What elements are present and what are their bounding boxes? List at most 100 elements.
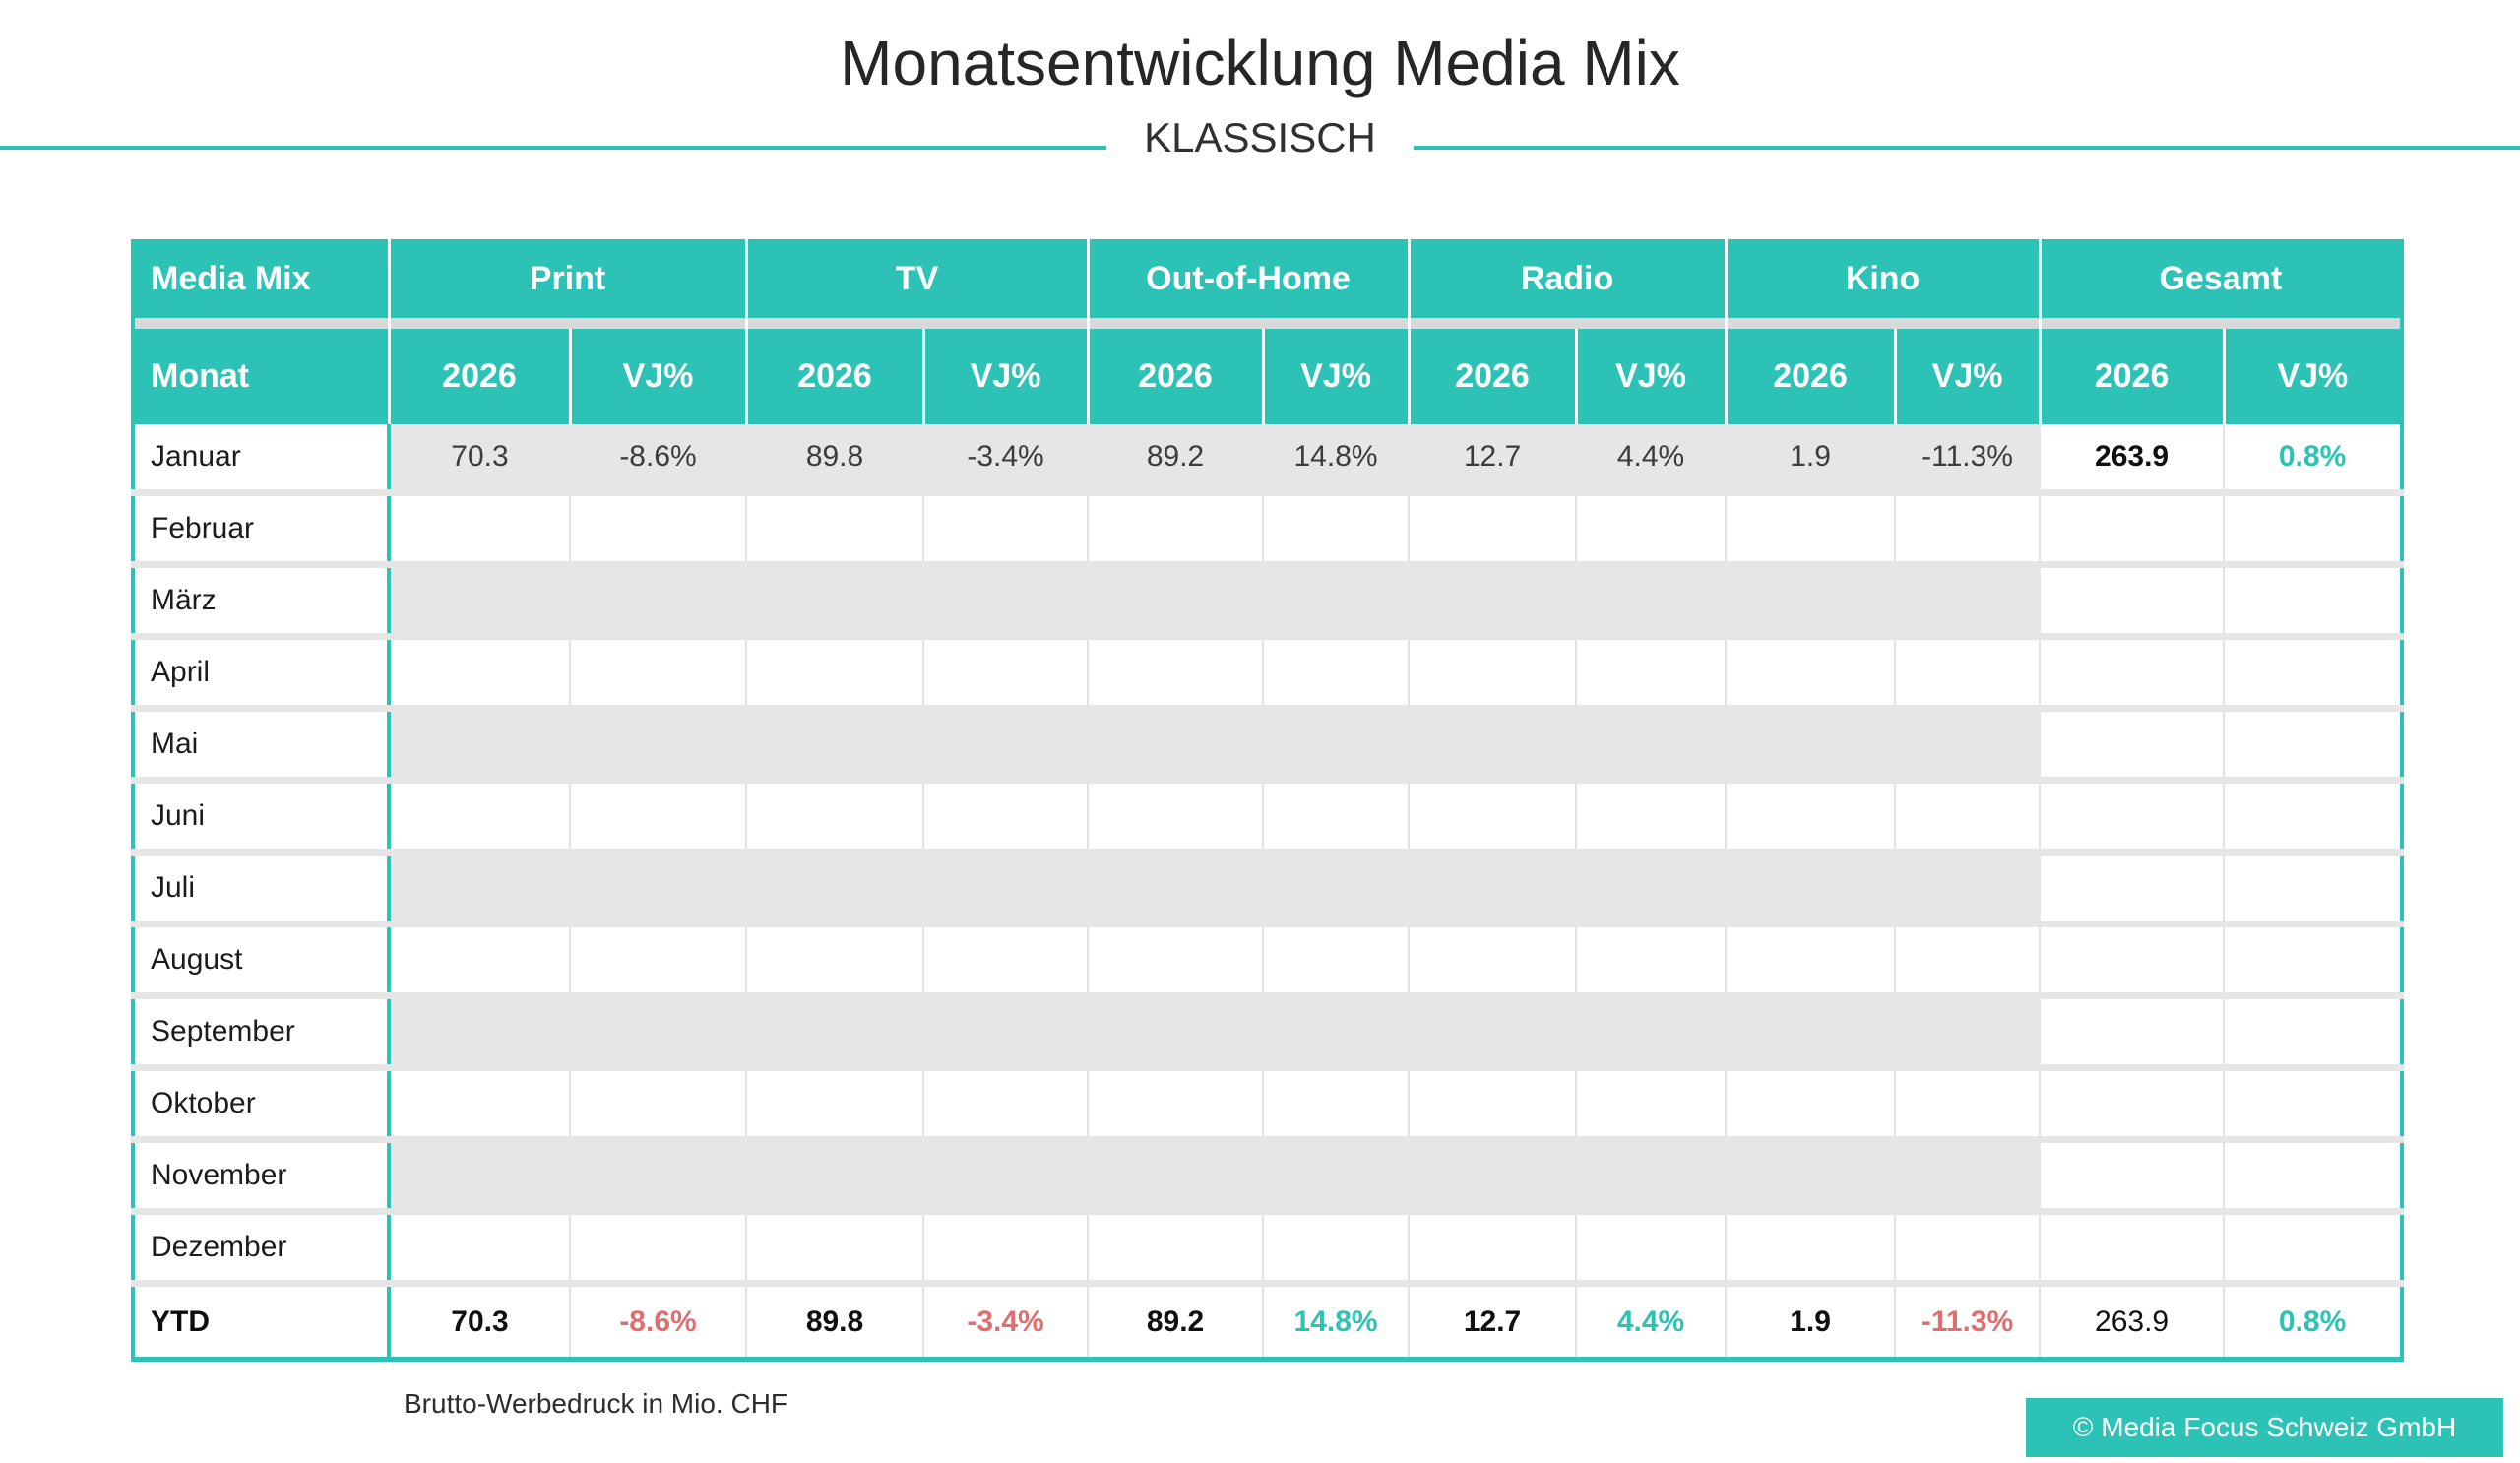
value-cell [1576, 564, 1728, 640]
value-cell: 89.2 [1088, 424, 1265, 496]
month-label: Januar [133, 424, 391, 496]
column-header-vj: VJ% [1263, 329, 1411, 424]
month-label: Juli [133, 852, 391, 927]
gesamt-value-cell [2040, 564, 2226, 640]
value-cell [1576, 923, 1728, 999]
value-cell: 14.8% [1263, 424, 1411, 496]
value-cell [389, 780, 571, 856]
value-cell [746, 708, 925, 784]
gesamt-vj-cell [2224, 995, 2403, 1071]
unit-footnote: Brutto-Werbedruck in Mio. CHF [404, 1388, 788, 1419]
value-cell [1726, 995, 1897, 1071]
value-cell [1895, 852, 2042, 927]
media-mix-table-wrap: Media Mix Print TV Out-of-Home Radio Kino Gesa… [131, 239, 2405, 1362]
value-cell: 1.9 [1726, 424, 1897, 496]
value-cell [570, 636, 748, 712]
header-separator-row [133, 318, 2403, 329]
column-header-year: 2026 [746, 329, 925, 424]
value-cell [1088, 564, 1265, 640]
value-cell [570, 564, 748, 640]
gesamt-vj-cell [2224, 1211, 2403, 1287]
gesamt-vj-cell [2224, 923, 2403, 999]
gesamt-vj-cell [2224, 492, 2403, 568]
value-cell [570, 1211, 748, 1287]
value-cell [1409, 1211, 1578, 1287]
value-cell [1726, 780, 1897, 856]
month-label: Dezember [133, 1211, 391, 1287]
header-separator-cell [1088, 318, 1411, 329]
ytd-value-cell: 70.3 [389, 1283, 571, 1360]
gesamt-value-cell [2040, 995, 2226, 1071]
group-header-out-of-home: Out-of-Home [1088, 239, 1411, 318]
value-cell [746, 492, 925, 568]
value-cell [1726, 564, 1897, 640]
column-header-monat: Monat [133, 329, 391, 424]
gesamt-vj-cell [2224, 780, 2403, 856]
value-cell [1576, 1067, 1728, 1143]
value-cell [1726, 708, 1897, 784]
value-cell: -8.6% [570, 424, 748, 496]
group-header-radio: Radio [1409, 239, 1728, 318]
value-cell [389, 995, 571, 1071]
gesamt-value-cell: 263.9 [2040, 424, 2226, 496]
value-cell [746, 1139, 925, 1215]
ytd-value-cell: 1.9 [1726, 1283, 1897, 1360]
value-cell [923, 1067, 1090, 1143]
gesamt-value-cell [2040, 636, 2226, 712]
value-cell [923, 923, 1090, 999]
month-label: Mai [133, 708, 391, 784]
value-cell [1088, 492, 1265, 568]
table-row-ytd: YTD 70.3 -8.6% 89.8 -3.4% 89.2 14.8% 12.7 4.4% 1.… [133, 1283, 2403, 1360]
column-header-vj: VJ% [2224, 329, 2403, 424]
value-cell [1088, 1211, 1265, 1287]
value-cell [389, 852, 571, 927]
ytd-value-cell: -11.3% [1895, 1283, 2042, 1360]
table-row-mai: Mai [133, 708, 2403, 784]
value-cell [389, 492, 571, 568]
table-row-august: August [133, 923, 2403, 999]
media-mix-table: Media Mix Print TV Out-of-Home Radio Kino Gesa… [131, 239, 2405, 1362]
value-cell [1895, 636, 2042, 712]
value-cell [1409, 564, 1578, 640]
table-row-juli: Juli [133, 852, 2403, 927]
value-cell [1409, 995, 1578, 1071]
value-cell [389, 1067, 571, 1143]
value-cell [746, 564, 925, 640]
value-cell [923, 636, 1090, 712]
value-cell [1409, 1139, 1578, 1215]
group-header-print: Print [389, 239, 748, 318]
table-row-februar: Februar [133, 492, 2403, 568]
value-cell [1726, 852, 1897, 927]
value-cell [1088, 708, 1265, 784]
value-cell [746, 995, 925, 1071]
value-cell [1895, 564, 2042, 640]
table-row-april: April [133, 636, 2403, 712]
table-row-juni: Juni [133, 780, 2403, 856]
gesamt-value-cell [2040, 708, 2226, 784]
gesamt-value-cell [2040, 1211, 2226, 1287]
value-cell [746, 1211, 925, 1287]
value-cell [746, 852, 925, 927]
value-cell [923, 995, 1090, 1071]
month-label: August [133, 923, 391, 999]
ytd-gesamt-vj-cell: 0.8% [2224, 1283, 2403, 1360]
value-cell [1895, 923, 2042, 999]
value-cell: -3.4% [923, 424, 1090, 496]
value-cell: 12.7 [1409, 424, 1578, 496]
header-separator-cell [389, 318, 748, 329]
value-cell [570, 995, 748, 1071]
value-cell [570, 852, 748, 927]
gesamt-vj-cell [2224, 708, 2403, 784]
value-cell [1576, 636, 1728, 712]
gesamt-value-cell [2040, 923, 2226, 999]
value-cell [923, 1211, 1090, 1287]
month-label: November [133, 1139, 391, 1215]
value-cell: 89.8 [746, 424, 925, 496]
value-cell [570, 1067, 748, 1143]
gesamt-vj-cell [2224, 1067, 2403, 1143]
value-cell [923, 852, 1090, 927]
value-cell [1088, 852, 1265, 927]
table-body: Januar 70.3 -8.6% 89.8 -3.4% 89.2 14.8% 12.7 4.4… [133, 424, 2403, 1360]
value-cell [1576, 1139, 1728, 1215]
value-cell [1263, 492, 1411, 568]
